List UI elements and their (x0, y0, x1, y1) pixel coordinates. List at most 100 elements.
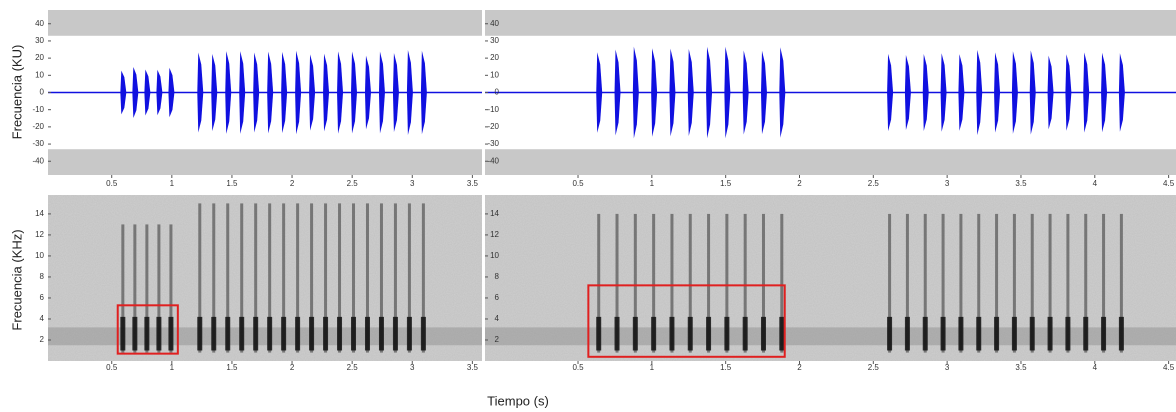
pulse-stripe (597, 213, 601, 353)
pulse-group (197, 50, 427, 135)
pulse-group (596, 213, 785, 353)
x-tick-label: 0.5 (572, 179, 584, 188)
pulse-stripe (959, 213, 963, 353)
x-tick-label: 1 (650, 179, 655, 188)
pulse-stripe (725, 213, 729, 353)
pulse (1118, 53, 1125, 132)
pulse-core (1101, 316, 1107, 351)
pulse (197, 52, 204, 133)
pulse-core (267, 316, 273, 351)
pulse (1101, 52, 1108, 133)
y-tick-label: 30 (490, 36, 499, 45)
pulse-stripe (407, 203, 411, 353)
pulse-core (351, 316, 357, 351)
pulse-core (904, 316, 910, 351)
pulse-stripe (310, 203, 314, 353)
pulse (887, 53, 894, 132)
x-tick-label: 2.5 (868, 179, 880, 188)
x-tick-label: 3 (945, 179, 950, 188)
pulse-core (239, 316, 245, 351)
pulse-stripe (365, 203, 369, 353)
pulse-core (779, 316, 785, 351)
pulse-core (724, 316, 730, 351)
y-tick-label: 20 (35, 53, 44, 62)
pulse-core (958, 316, 964, 351)
pulse (779, 47, 786, 138)
pulse-stripe (941, 213, 945, 353)
pulse-stripe (296, 203, 300, 353)
pulse-stripe (1066, 213, 1070, 353)
y-tick-label: 20 (490, 53, 499, 62)
y-tick-label: 40 (490, 19, 499, 28)
pulse-stripe (324, 203, 328, 353)
y-tick-label: -20 (32, 122, 44, 131)
low-band (485, 327, 1176, 346)
pulse-group (120, 224, 174, 353)
pulse-stripe (352, 203, 356, 353)
pulse (420, 50, 427, 135)
x-tick-label: 4 (1093, 179, 1098, 188)
pulse-core (994, 316, 1000, 351)
highlight-box (587, 284, 786, 358)
y-tick-label: -40 (487, 156, 499, 165)
y-tick-label: 14 (490, 209, 499, 218)
pulse-stripe (633, 213, 637, 353)
pulse (922, 54, 929, 131)
pulse-core (1118, 316, 1124, 351)
pulse (406, 50, 413, 135)
pulse (632, 46, 639, 139)
pulse-core (144, 316, 150, 351)
pulse (392, 52, 399, 133)
low-band (48, 327, 482, 346)
highlight-box (116, 304, 179, 355)
gray-band (485, 149, 1176, 175)
pulse-stripe (121, 224, 125, 353)
pulse-group (887, 213, 1124, 353)
pulse-stripe (1030, 213, 1034, 353)
pulse (669, 48, 676, 137)
x-tick-label: 3.5 (467, 363, 479, 372)
y-tick-label: -10 (487, 105, 499, 114)
pulse-core (632, 316, 638, 351)
pulse-core (132, 316, 138, 351)
x-tick-label: 1.5 (226, 363, 238, 372)
gray-band (48, 10, 482, 36)
pulse-core (120, 316, 126, 351)
pulse-stripe (688, 213, 692, 353)
pulse-group (120, 67, 175, 118)
y-tick-label: 10 (490, 70, 499, 79)
x-tick-label: 1.5 (226, 179, 238, 188)
pulse-core (1083, 316, 1089, 351)
pulse-stripe (1012, 213, 1016, 353)
pulse (706, 46, 713, 139)
pulse-stripe (393, 203, 397, 353)
pulse (958, 54, 965, 131)
x-tick-label: 0.5 (106, 179, 118, 188)
pulse-stripe (888, 213, 892, 353)
pulse-core (596, 316, 602, 351)
pulse-core (197, 316, 203, 351)
pulse (1011, 51, 1018, 134)
pulse-core (378, 316, 384, 351)
x-tick-label: 0.5 (106, 363, 118, 372)
pulse-core (225, 316, 231, 351)
x-tick-label: 2 (290, 363, 295, 372)
pulse-core (364, 316, 370, 351)
x-tick-label: 2.5 (347, 363, 359, 372)
y-tick-label: 0 (495, 88, 500, 97)
pulse-core (168, 316, 174, 351)
pulse (156, 69, 163, 116)
y-axis-label: Frecuencia (KU) (9, 45, 24, 140)
pulse-core (211, 316, 217, 351)
pulse (1029, 50, 1036, 135)
pulse-stripe (1102, 213, 1106, 353)
x-tick-label: 3.5 (467, 179, 479, 188)
x-tick-label: 4.5 (1163, 179, 1175, 188)
pulse (323, 53, 330, 132)
pulse-core (614, 316, 620, 351)
y-tick-label: 0 (40, 88, 45, 97)
pulse-core (760, 316, 766, 351)
pulse-stripe (761, 213, 765, 353)
pulse-core (323, 316, 329, 351)
pulse (225, 51, 232, 134)
